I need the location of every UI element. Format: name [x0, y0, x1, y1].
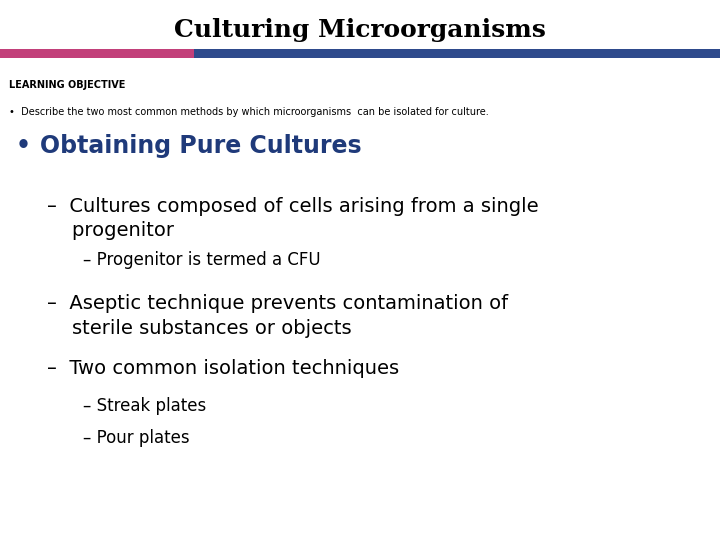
Text: LEARNING OBJECTIVE: LEARNING OBJECTIVE [9, 80, 125, 90]
Bar [194, 49, 720, 58]
Text: –  Cultures composed of cells arising from a single
    progenitor: – Cultures composed of cells arising fro… [47, 197, 539, 240]
Bar [0, 49, 194, 58]
Text: –  Aseptic technique prevents contamination of
    sterile substances or objects: – Aseptic technique prevents contaminati… [47, 294, 508, 338]
Text: – Streak plates: – Streak plates [83, 397, 206, 415]
Text: •: • [16, 134, 31, 158]
Text: •  Describe the two most common methods by which microorganisms  can be isolated: • Describe the two most common methods b… [9, 107, 488, 117]
Text: Culturing Microorganisms: Culturing Microorganisms [174, 18, 546, 42]
Text: – Progenitor is termed a CFU: – Progenitor is termed a CFU [83, 251, 320, 269]
Text: –  Two common isolation techniques: – Two common isolation techniques [47, 359, 399, 378]
Text: Obtaining Pure Cultures: Obtaining Pure Cultures [40, 134, 361, 158]
Text: – Pour plates: – Pour plates [83, 429, 189, 447]
